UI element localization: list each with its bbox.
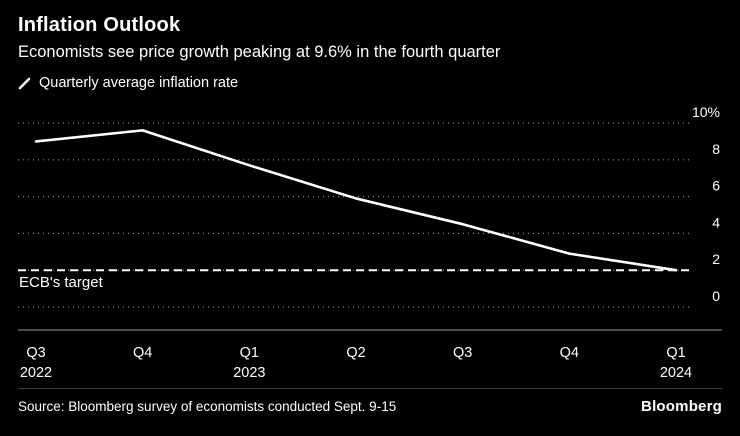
legend-label: Quarterly average inflation rate [39,75,239,91]
y-tick-label: 0 [712,288,720,304]
x-year-label: 2024 [659,365,693,381]
x-tick-label: Q1 [239,345,259,361]
source-note: Source: Bloomberg survey of economists c… [18,399,397,414]
x-tick-label: Q3 [452,345,473,361]
line-series-marker-icon [18,76,32,90]
chart-subtitle: Economists see price growth peaking at 9… [18,43,501,61]
y-tick-label: 10% [692,104,720,120]
x-tick-label: Q3 [26,345,46,361]
legend: Quarterly average inflation rate [18,73,722,93]
x-year-label: 2022 [19,365,53,381]
footer: Source: Bloomberg survey of economists c… [18,388,722,425]
y-tick-label: 8 [712,141,720,157]
page-title: Inflation Outlook [18,14,181,36]
y-tick-label: 6 [712,178,720,194]
x-axis-labels: Q3 Q4 Q1 Q2 Q3 Q4 Q1 2022 2023 2024 [18,342,722,388]
y-tick-label: 4 [712,214,720,230]
x-tick-label: Q4 [132,345,153,361]
target-line-label: ECB's target [19,274,104,291]
y-tick-label: 2 [712,251,720,267]
x-year-label: 2023 [233,365,266,381]
chart-canvas: 0 2 4 6 8 10% ECB's target [18,104,722,331]
x-tick-label: Q4 [559,345,579,361]
bloomberg-logo: Bloomberg [641,398,722,415]
x-tick-label: Q2 [346,345,366,361]
inflation-line-chart: 0 2 4 6 8 10% ECB's target Q3 Q4 Q1 Q2 Q3 Q4 Q1 2022 2… [18,97,722,388]
inflation-series-line [34,129,678,272]
x-tick-label: Q1 [666,345,686,361]
